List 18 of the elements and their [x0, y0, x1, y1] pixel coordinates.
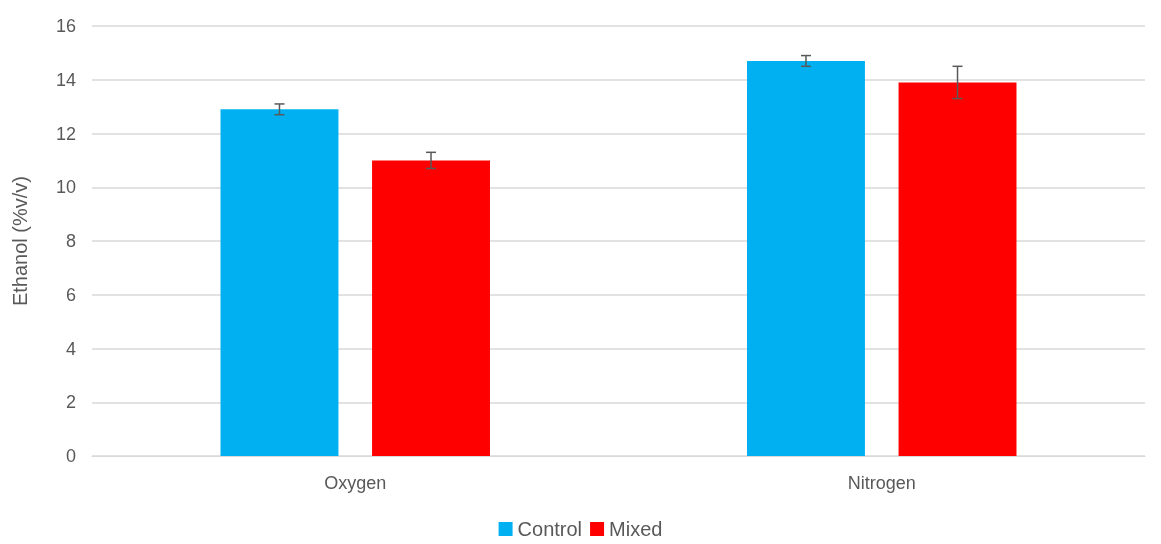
bar — [747, 60, 865, 456]
legend-label: Mixed — [609, 518, 663, 540]
bar — [372, 160, 490, 456]
x-tick-label: Oxygen — [324, 473, 387, 493]
y-tick-label: 2 — [65, 392, 76, 413]
y-tick-label: 6 — [65, 284, 76, 305]
y-tick-label: 8 — [65, 231, 76, 251]
bar — [220, 109, 339, 456]
y-tick-label: 12 — [55, 123, 76, 144]
y-tick-label: 0 — [65, 446, 76, 466]
y-tick-label: 4 — [65, 338, 76, 359]
x-tick-label: Nitrogen — [847, 473, 916, 493]
bar — [898, 82, 1017, 456]
y-tick-label: 10 — [55, 177, 76, 198]
y-tick-label: 16 — [55, 16, 76, 36]
legend-label: Control — [517, 518, 583, 540]
y-tick-label: 14 — [55, 69, 76, 90]
y-axis-title: Ethanol (%v/v) — [9, 175, 31, 307]
